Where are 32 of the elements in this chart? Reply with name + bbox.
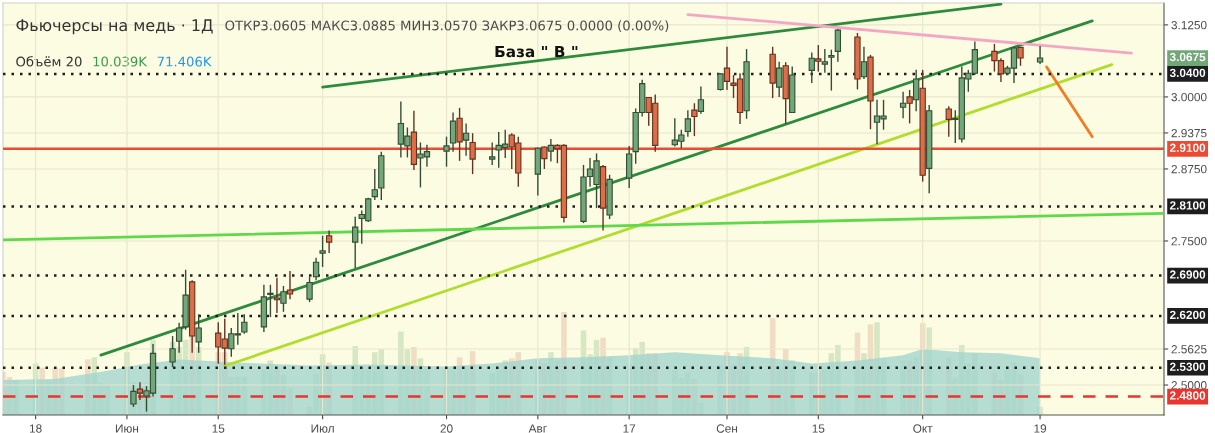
ref-line-label: 3.0400 xyxy=(1169,68,1206,78)
annotation: База " В " xyxy=(495,45,578,58)
x-tick-label: Авг xyxy=(528,424,547,433)
x-tick-label: Сен xyxy=(716,424,737,433)
ref-line-label: 2.4800 xyxy=(1169,391,1206,400)
y-tick-label: 2.5625 xyxy=(1171,345,1207,354)
x-tick-label: Июл xyxy=(311,424,334,433)
ref-line-label: 2.6200 xyxy=(1169,310,1206,320)
y-tick-label: 2.8750 xyxy=(1171,164,1207,174)
x-tick-label: 19 xyxy=(1034,424,1047,433)
y-tick-label: 2.5000 xyxy=(1171,381,1207,390)
x-tick-label: 17 xyxy=(623,424,636,433)
ref-line-label: 2.5300 xyxy=(1169,362,1206,371)
x-tick-label: Окт xyxy=(913,424,933,433)
ref-line-label: 2.9100 xyxy=(1169,143,1206,152)
annotation: 10.039K xyxy=(93,56,148,67)
annotation: 71.406K xyxy=(157,56,212,67)
x-tick-label: 18 xyxy=(29,424,42,433)
text: ОТКР3.0605 МАКС3.0885 МИН3.0570 ЗАКР3.0675 0.0000 (0.00%) xyxy=(225,20,669,32)
text: 3.0675 xyxy=(1169,52,1206,62)
y-tick-label: 3.1250 xyxy=(1171,20,1207,30)
ref-line-label: 2.8100 xyxy=(1169,201,1206,210)
y-tick-label: 3.0000 xyxy=(1171,92,1207,102)
y-tick-label: 2.9375 xyxy=(1171,128,1207,138)
y-tick-label: 2.7500 xyxy=(1171,237,1207,246)
chart-title: Объём 20 xyxy=(16,56,82,67)
ref-line-label: 2.6900 xyxy=(1169,270,1206,279)
x-tick-label: Июн xyxy=(115,424,139,433)
text: Фьючерсы на медь · 1Д xyxy=(16,19,213,35)
x-tick-label: 15 xyxy=(812,424,825,433)
x-tick-label: 20 xyxy=(440,424,453,433)
x-tick-label: 15 xyxy=(212,424,225,433)
